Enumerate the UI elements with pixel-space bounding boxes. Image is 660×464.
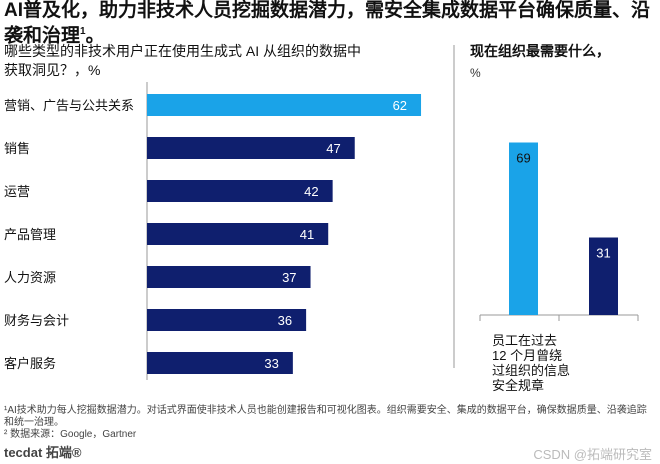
footnote-1: ¹AI技术助力每人挖掘数据潜力。对话式界面使非技术人员也能创建报告和可视化图表。… <box>4 405 647 428</box>
category-label: 运营 <box>4 184 30 199</box>
watermark: CSDN @拓端研究室 <box>533 447 652 462</box>
data-label: 47 <box>326 141 340 156</box>
page-title: AI普及化，助力非技术人员挖掘数据潜力，需安全集成数据平台确保质量、沿袭和治理1… <box>4 0 651 47</box>
bar <box>147 223 329 245</box>
bar <box>147 309 307 331</box>
data-label: 62 <box>393 98 407 113</box>
bar <box>147 180 333 202</box>
data-label: 37 <box>282 270 296 285</box>
data-label: 36 <box>278 313 292 328</box>
tecdat-logo: tecdat 拓端® <box>4 445 82 460</box>
category-label: 客户服务 <box>4 356 56 371</box>
category-label: 产品管理 <box>4 227 56 242</box>
left-chart-title: 哪些类型的非技术用户正在使用生成式 AI 从组织的数据中 获取洞见？，% <box>4 43 362 78</box>
data-label: 31 <box>596 246 610 261</box>
right-chart-title: 现在组织最需要什么， <box>470 43 610 59</box>
bar <box>147 266 311 288</box>
bar <box>589 237 618 315</box>
right-chart-unit: % <box>470 66 481 80</box>
bar <box>147 352 293 374</box>
category-label: 销售 <box>4 141 30 156</box>
data-label: 42 <box>304 184 318 199</box>
data-label: 69 <box>516 151 530 166</box>
footnote-2: ² 数据来源：Google，Gartner <box>4 429 137 440</box>
category-label: 营销、广告与公共关系 <box>4 98 134 113</box>
bar <box>509 142 538 315</box>
bar <box>147 94 422 116</box>
bar <box>147 137 355 159</box>
data-label: 33 <box>264 356 278 371</box>
category-label: 人力资源 <box>4 270 56 285</box>
data-label: 41 <box>300 227 314 242</box>
right-category-label: 员工在过去 12 个月曾绕过组织的信息安全规章 <box>492 333 571 393</box>
category-label: 财务与会计 <box>4 313 69 328</box>
